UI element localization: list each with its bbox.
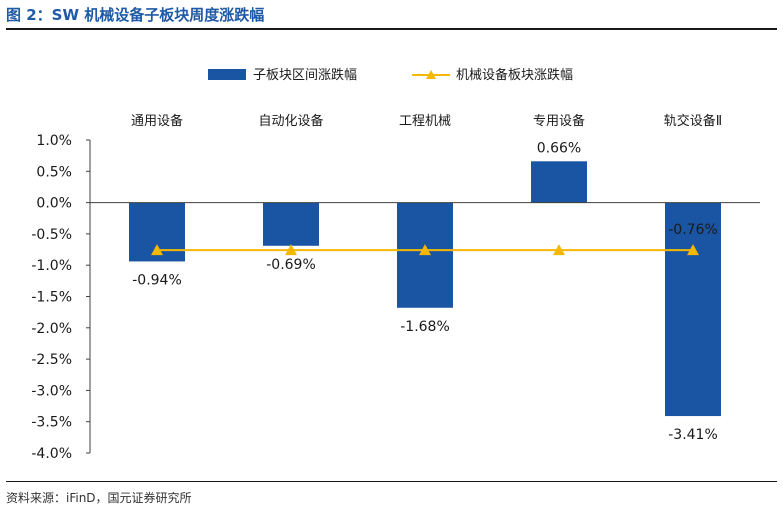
figure-title: 图 2：SW 机械设备子板块周度涨跌幅 <box>6 6 265 24</box>
y-tick-label: 0.0% <box>36 196 72 212</box>
benchmark-marker <box>285 244 297 256</box>
benchmark-marker <box>151 244 163 256</box>
bars <box>129 161 721 417</box>
bar-data-label: 0.66% <box>537 140 581 156</box>
bar-data-label: -0.69% <box>266 257 316 273</box>
source-rule <box>6 481 777 482</box>
y-tick-label: -1.0% <box>31 258 72 274</box>
category-label: 轨交设备Ⅱ <box>664 113 722 129</box>
bar <box>665 202 721 417</box>
category-label: 工程机械 <box>399 114 451 129</box>
benchmark-marker <box>687 244 699 256</box>
legend-marker-triangle <box>426 70 436 79</box>
category-label: 专用设备 <box>533 113 585 129</box>
y-tick-label: -3.0% <box>31 383 72 399</box>
bar <box>397 202 453 308</box>
y-tick-label: 0.5% <box>36 164 72 180</box>
data-labels: -0.94% -0.69% -1.68% 0.66% -3.41% -0.76% <box>132 140 718 443</box>
y-tick-label: -3.5% <box>31 415 72 431</box>
legend-label-line: 机械设备板块涨跌幅 <box>456 67 573 83</box>
y-tick-label: -2.5% <box>31 352 72 368</box>
y-tick-label: -1.5% <box>31 290 72 306</box>
legend: 子板块区间涨跌幅 机械设备板块涨跌幅 <box>208 67 573 83</box>
category-label: 通用设备 <box>131 113 183 129</box>
y-tick-label: -0.5% <box>31 227 72 243</box>
benchmark-marker <box>553 244 565 256</box>
source-note: 资料来源：iFinD，国元证券研究所 <box>6 491 192 505</box>
title-rule <box>6 28 777 30</box>
legend-label-bar: 子板块区间涨跌幅 <box>253 67 357 83</box>
line-data-label: -0.76% <box>668 222 718 238</box>
bar-data-label: -1.68% <box>400 319 450 335</box>
y-axis: 1.0% 0.5% 0.0% -0.5% -1.0% -1.5% -2.0% -2.5% -3.… <box>31 133 91 462</box>
bar <box>531 161 587 203</box>
benchmark-marker <box>419 244 431 256</box>
legend-swatch-bar <box>208 69 246 80</box>
chart: 子板块区间涨跌幅 机械设备板块涨跌幅 通用设备 自动化设备 工程机械 专用设备 轨交设备Ⅱ… <box>31 67 760 462</box>
bar-data-label: -3.41% <box>668 427 718 443</box>
benchmark-line <box>151 244 699 256</box>
category-labels: 通用设备 自动化设备 工程机械 专用设备 轨交设备Ⅱ <box>131 113 722 129</box>
y-tick-label: 1.0% <box>36 133 72 149</box>
y-tick-label: -4.0% <box>31 446 72 462</box>
bar <box>263 202 319 246</box>
bar-data-label: -0.94% <box>132 272 182 288</box>
category-label: 自动化设备 <box>258 113 323 129</box>
y-tick-label: -2.0% <box>31 321 72 337</box>
